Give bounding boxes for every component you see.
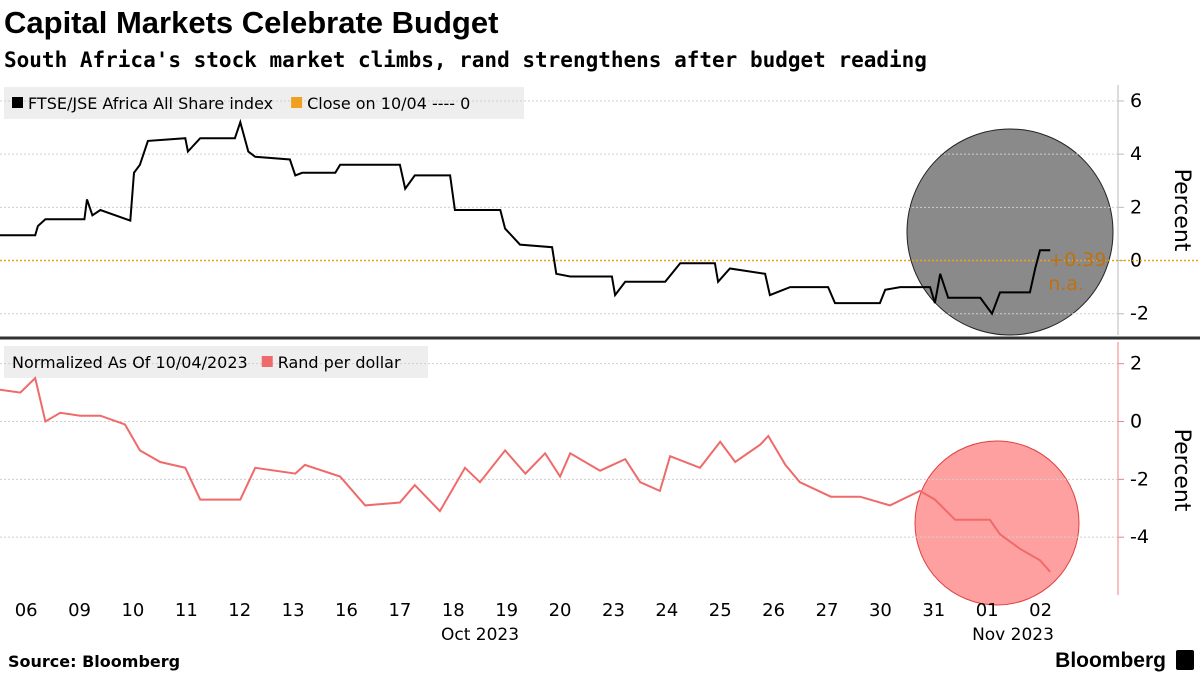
x-tick-label: 11 [175,600,198,621]
legend-label: Close on 10/04 ---- 0 [307,94,470,113]
y-tick-label: 2 [1130,353,1142,375]
legend-box [4,346,428,378]
x-tick-label: 01 [976,600,999,621]
x-tick-label: 23 [602,600,625,621]
x-tick-label: 17 [388,600,411,621]
annotation: +0.39 [1048,249,1106,271]
y-axis-label: Percent [1169,169,1194,252]
series-line [0,118,1051,316]
x-tick-label: 18 [442,600,465,621]
brand: Bloomberg [1055,649,1166,672]
legend-text: Close on 10/04 ---- [307,94,455,113]
legend-label: Rand per dollar [278,353,401,372]
x-tick-label: 06 [15,600,38,621]
x-tick-label: 25 [709,600,732,621]
legend-swatch [12,97,23,108]
y-axis-label: Percent [1169,429,1194,512]
x-tick-label: 26 [762,600,785,621]
x-tick-label: 10 [121,600,144,621]
chart-title: Capital Markets Celebrate Budget [4,5,498,40]
chart-subtitle: South Africa's stock market climbs, rand… [4,48,927,72]
x-group-label: Nov 2023 [972,625,1054,645]
highlight-circle [906,128,1114,336]
legend-box [4,87,524,119]
y-tick-label: 6 [1130,90,1142,112]
x-tick-label: 27 [816,600,839,621]
x-tick-label: 13 [282,600,305,621]
series-line [0,376,1051,573]
source: Source: Bloomberg [8,652,180,671]
legend-label: FTSE/JSE Africa All Share index [28,94,273,113]
annotation: n.a. [1048,273,1084,295]
legend-swatch [291,97,303,108]
brand-icon [1176,650,1194,670]
y-tick-label: 0 [1130,411,1142,433]
legend-value: 0 [460,94,470,113]
y-tick-label: -2 [1130,468,1149,490]
x-tick-label: 31 [922,600,945,621]
y-tick-label: 4 [1130,143,1142,165]
x-tick-label: 24 [655,600,678,621]
x-tick-label: 09 [68,600,91,621]
y-tick-label: -4 [1130,526,1149,548]
x-tick-label: 12 [228,600,251,621]
legend-note: Normalized As Of 10/04/2023 [12,353,248,372]
x-tick-label: 16 [335,600,358,621]
legend-swatch [261,356,273,367]
x-tick-label: 02 [1029,600,1052,621]
x-tick-label: 19 [495,600,518,621]
x-tick-label: 30 [869,600,892,621]
y-tick-label: -2 [1130,303,1149,325]
x-group-label: Oct 2023 [441,625,519,645]
x-tick-label: 20 [549,600,572,621]
y-tick-label: 2 [1130,196,1142,218]
highlight-circle [914,440,1080,606]
